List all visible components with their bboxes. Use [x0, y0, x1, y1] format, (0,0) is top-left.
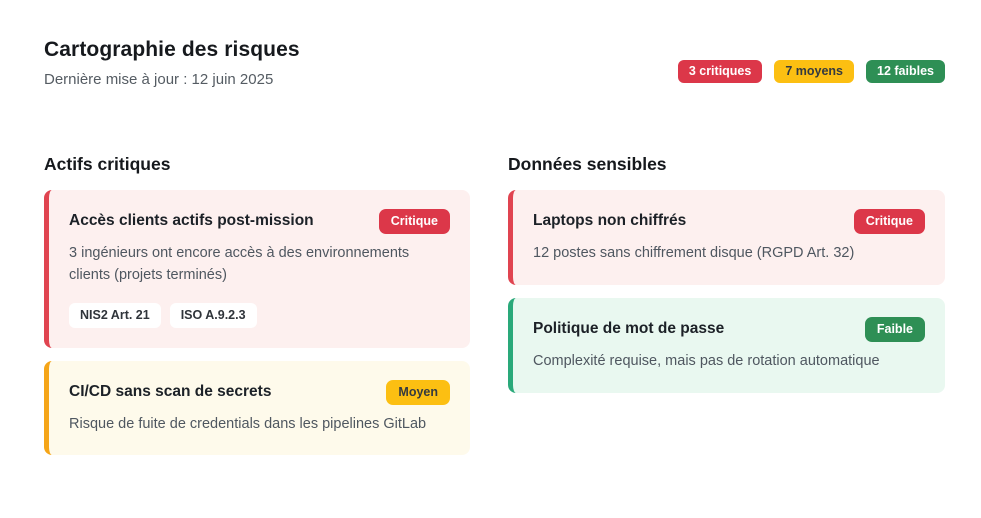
medium-count-badge: 7 moyens [774, 60, 855, 83]
header: Cartographie des risques Dernière mise à… [44, 38, 945, 88]
risk-card-title: Laptops non chiffrés [533, 212, 687, 229]
card-head: Politique de mot de passe Faible [533, 316, 925, 342]
risk-card-acces-clients: Accès clients actifs post-mission Critiq… [44, 190, 470, 348]
risk-card-cicd: CI/CD sans scan de secrets Moyen Risque … [44, 360, 470, 456]
risk-card-title: Politique de mot de passe [533, 319, 725, 337]
card-head: Laptops non chiffrés Critique [533, 209, 925, 234]
column-heading: Actifs critiques [44, 154, 171, 174]
risk-card-mot-de-passe: Politique de mot de passe Faible Complex… [508, 297, 945, 393]
column-heading: Données sensibles [508, 154, 667, 174]
risk-card-description: Complexité requise, mais pas de rotation… [533, 352, 880, 369]
severity-badge: Critique [378, 209, 450, 234]
severity-badge: Faible [864, 316, 925, 342]
low-count-badge: 12 faibles [866, 60, 945, 83]
column-actifs-critiques: Actifs critiques Accès clients actifs po… [44, 154, 470, 456]
page-title: Cartographie des risques [44, 38, 300, 61]
severity-badge: Critique [853, 209, 925, 234]
risk-card-description: 12 postes sans chiffrement disque (RGPD … [533, 245, 855, 261]
risk-card-description: Risque de fuite de credentials dans les … [69, 415, 427, 432]
severity-badge: Moyen [386, 379, 450, 405]
risk-card-title: Accès clients actifs post-mission [69, 212, 314, 229]
risk-columns: Actifs critiques Accès clients actifs po… [44, 154, 945, 456]
header-titles: Cartographie des risques Dernière mise à… [44, 38, 300, 88]
risk-card-laptops: Laptops non chiffrés Critique 12 postes … [508, 190, 945, 285]
risk-card-title: CI/CD sans scan de secrets [69, 382, 272, 400]
column-donnees-sensibles: Données sensibles Laptops non chiffrés C… [508, 154, 945, 455]
critical-count-badge: 3 critiques [677, 60, 763, 83]
card-head: Accès clients actifs post-mission Critiq… [69, 209, 450, 234]
risk-map-page: Cartographie des risques Dernière mise à… [44, 38, 945, 456]
compliance-tag-iso: ISO A.9.2.3 [169, 302, 257, 328]
risk-card-description: 3 ingénieurs ont encore accès à des envi… [69, 245, 410, 283]
severity-summary: 3 critiques 7 moyens 12 faibles [677, 60, 945, 83]
compliance-tag-nis2: NIS2 Art. 21 [69, 302, 161, 328]
card-head: CI/CD sans scan de secrets Moyen [69, 379, 450, 405]
last-updated-text: Dernière mise à jour : 12 juin 2025 [44, 71, 274, 88]
compliance-tags: NIS2 Art. 21 ISO A.9.2.3 [69, 302, 450, 328]
